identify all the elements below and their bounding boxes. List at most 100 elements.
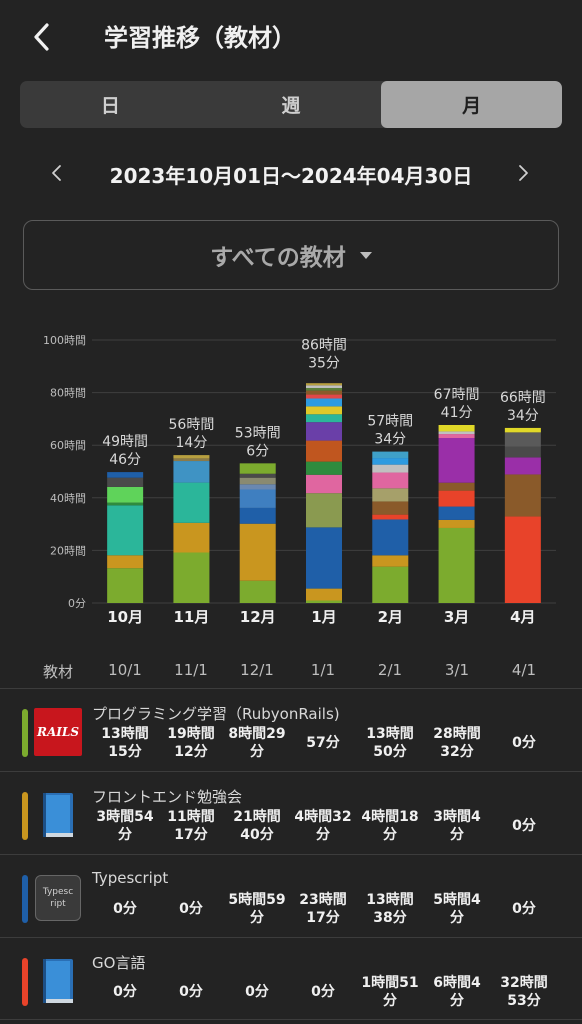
bar-total-minutes-label: 14分 [176, 435, 208, 451]
study-time-cell: 0分 [179, 984, 203, 1000]
bar-segment [239, 463, 276, 474]
bar-segment [306, 398, 342, 407]
period-segmented-control: 日 週 月 [20, 81, 562, 128]
material-color-indicator [22, 958, 28, 1006]
bar-total-hours-label: 57時間 [367, 414, 413, 430]
study-time-cell: 6時間4 分 [433, 975, 481, 1009]
bar-segment [372, 458, 409, 465]
bar-segment [306, 527, 342, 589]
bar-segment [239, 580, 276, 603]
table-header-date: 2/1 [377, 661, 403, 679]
bar-segment [306, 474, 342, 494]
bar-segment [438, 506, 475, 520]
bar-total-hours-label: 56時間 [169, 417, 215, 433]
bar-segment [504, 474, 541, 517]
material-color-indicator [22, 875, 28, 923]
study-time-cell: 3時間54 分 [96, 809, 154, 843]
y-tick-label: 40時間 [50, 492, 86, 505]
bar-segment [173, 552, 210, 603]
material-row[interactable]: GO言語 0分 0分 0分 0分 1時間51 分 6時間4 分 32時間 53分 [0, 937, 582, 1020]
y-tick-label: 80時間 [50, 387, 86, 400]
bar-total-hours-label: 67時間 [434, 387, 480, 403]
bar-segment [107, 472, 144, 478]
bar-segment [107, 505, 144, 556]
y-tick-label: 100時間 [43, 334, 86, 347]
y-tick-label: 60時間 [50, 439, 86, 452]
bar-total-hours-label: 53時間 [235, 425, 281, 441]
bar-segment [504, 432, 541, 447]
bar-segment [173, 522, 210, 553]
bar-total-minutes-label: 34分 [507, 408, 539, 424]
material-row[interactable]: RAILS プログラミング学習（RubyonRails) 13時間 15分 19時間 12… [0, 688, 582, 771]
bar-segment [306, 406, 342, 415]
material-name: GO言語 [92, 954, 146, 972]
previous-period-button[interactable] [42, 158, 72, 188]
book-icon [34, 957, 82, 1005]
y-tick-label: 0分 [68, 597, 86, 610]
bar-segment [306, 390, 342, 395]
x-tick-label: 2月 [378, 608, 403, 626]
chevron-left-icon [34, 23, 49, 51]
material-name: Typescript [92, 869, 169, 887]
material-row[interactable]: フロントエンド勉強会 3時間54 分 11時間 17分 21時間 40分 4時間32 分 4時間1… [0, 771, 582, 854]
study-time-cell: 1時間51 分 [361, 975, 419, 1009]
bar-segment [306, 385, 342, 388]
next-period-button[interactable] [508, 158, 538, 188]
table-header-date: 3/1 [444, 661, 470, 679]
bar-segment [107, 568, 144, 603]
study-time-cell: 4時間32 分 [294, 809, 352, 843]
bar-segment [306, 588, 342, 601]
bar-segment [504, 427, 541, 433]
caret-down-icon [359, 251, 372, 259]
typescript-thumbnail-icon: Typesc ript [35, 875, 81, 921]
bar-segment [372, 555, 409, 567]
study-time-cell: 11時間 17分 [167, 809, 215, 843]
bar-segment [306, 414, 342, 423]
bar-segment [306, 394, 342, 399]
material-row[interactable]: Typesc ript Typescript 0分 0分 5時間59 分 23時間 17分 13時… [0, 854, 582, 937]
study-time-cell: 19時間 12分 [167, 726, 215, 760]
bar-segment [438, 490, 475, 507]
segment-month[interactable]: 月 [381, 81, 562, 128]
bar-segment [504, 446, 541, 458]
table-header: 教材 10/1 11/1 12/1 1/1 2/1 3/1 4/1 [0, 655, 582, 685]
bar-segment [372, 519, 409, 556]
bar-segment [438, 482, 475, 491]
study-time-cell: 0分 [512, 818, 536, 834]
study-time-cell: 32時間 53分 [500, 975, 548, 1009]
study-time-cell: 13時間 50分 [366, 726, 414, 760]
bar-segment [173, 455, 210, 459]
segment-day[interactable]: 日 [100, 95, 120, 117]
bar-segment [504, 516, 541, 603]
back-button[interactable] [26, 20, 60, 54]
bar-segment [239, 507, 276, 524]
bar-segment [438, 519, 475, 528]
material-name: プログラミング学習（RubyonRails) [92, 705, 340, 723]
bar-segment [173, 458, 210, 462]
bar-segment [107, 502, 144, 506]
rails-logo-text: RAILS [37, 725, 79, 739]
date-range-nav: 2023年10月01日〜2024年04月30日 [0, 150, 582, 198]
bar-segment [372, 501, 409, 515]
study-time-cell: 57分 [306, 735, 340, 751]
table-header-date: 11/1 [174, 661, 208, 679]
book-icon [34, 791, 82, 839]
x-tick-label: 10月 [107, 608, 143, 626]
study-time-chart: 0分 20時間 40時間 60時間 80時間 100時間 49時間 46分 10月 56時間 14分… [0, 318, 582, 640]
bar-segment [173, 461, 210, 483]
chevron-right-icon [519, 165, 528, 181]
bar-total-minutes-label: 35分 [308, 355, 340, 371]
y-tick-label: 20時間 [50, 544, 86, 557]
bar-segment [504, 457, 541, 475]
chevron-left-icon [52, 165, 61, 181]
bar-segment [306, 422, 342, 441]
study-time-cell: 23時間 17分 [299, 892, 347, 926]
app-header: 学習推移（教材） [0, 0, 582, 72]
material-filter-dropdown[interactable]: すべての教材 [23, 220, 559, 290]
bar-segment [372, 451, 409, 459]
segment-week[interactable]: 週 [281, 95, 301, 117]
bar-segment [372, 514, 409, 520]
bar-total-minutes-label: 46分 [109, 452, 141, 468]
date-range-label: 2023年10月01日〜2024年04月30日 [109, 164, 473, 188]
bar-total-minutes-label: 34分 [374, 432, 406, 448]
